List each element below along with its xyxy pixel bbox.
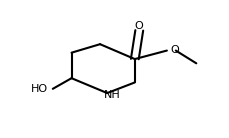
Text: NH: NH: [104, 90, 120, 100]
Text: HO: HO: [31, 84, 48, 94]
Text: O: O: [170, 45, 179, 55]
Text: O: O: [134, 21, 143, 31]
